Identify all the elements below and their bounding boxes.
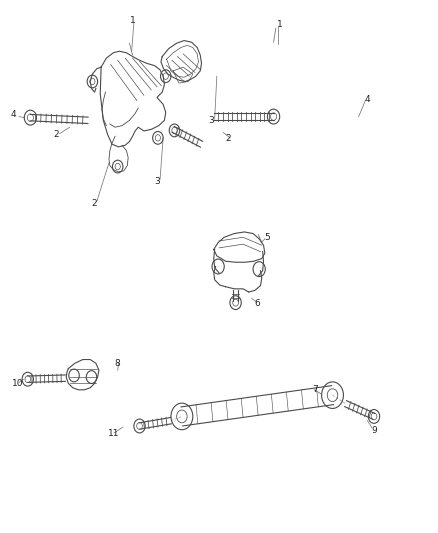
Text: 4: 4 (11, 110, 17, 119)
Text: 8: 8 (115, 359, 120, 368)
Text: 1: 1 (277, 20, 283, 29)
Text: 2: 2 (92, 199, 97, 208)
Text: 2: 2 (54, 130, 60, 139)
Text: 7: 7 (312, 385, 318, 394)
Text: 6: 6 (254, 299, 260, 308)
Text: 4: 4 (365, 95, 370, 104)
Text: 3: 3 (154, 177, 160, 186)
Text: 1: 1 (130, 17, 135, 26)
Text: 10: 10 (11, 379, 23, 388)
Text: 3: 3 (208, 116, 214, 125)
Text: 11: 11 (108, 430, 119, 439)
Text: 2: 2 (226, 134, 231, 143)
Text: 5: 5 (264, 233, 270, 242)
Text: 9: 9 (371, 426, 377, 435)
